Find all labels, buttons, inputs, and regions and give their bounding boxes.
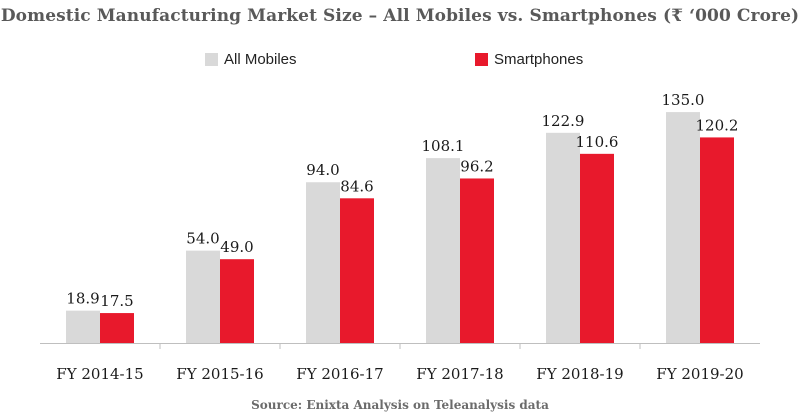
x-tick-label: FY 2017-18 — [416, 365, 503, 383]
bar-smartphones — [100, 313, 134, 343]
bar-all-mobiles — [666, 112, 700, 343]
x-tick-label: FY 2019-20 — [656, 365, 743, 383]
bar-all-mobiles — [186, 250, 220, 343]
source-note: Source: Enixta Analysis on Teleanalysis … — [251, 398, 549, 412]
legend-label-all-mobiles: All Mobiles — [224, 50, 297, 68]
bar-smartphones — [220, 259, 254, 343]
data-label-all-mobiles: 18.9 — [66, 290, 99, 308]
data-label-all-mobiles: 122.9 — [542, 112, 585, 130]
data-label-smartphones: 96.2 — [460, 157, 493, 175]
x-tick-label: FY 2016-17 — [296, 365, 383, 383]
data-label-all-mobiles: 108.1 — [422, 137, 465, 155]
data-label-smartphones: 17.5 — [100, 292, 133, 310]
bar-smartphones — [460, 178, 494, 343]
legend-label-smartphones: Smartphones — [494, 50, 584, 68]
data-label-smartphones: 110.6 — [576, 133, 619, 151]
legend-item-smartphones: Smartphones — [475, 48, 583, 70]
chart-title: Domestic Manufacturing Market Size – All… — [0, 6, 800, 26]
x-tick-label: FY 2018-19 — [536, 365, 623, 383]
x-tick-label: FY 2015-16 — [176, 365, 263, 383]
bar-smartphones — [700, 137, 734, 343]
legend-item-all-mobiles: All Mobiles — [205, 48, 297, 70]
bar-smartphones — [580, 153, 614, 343]
data-label-smartphones: 84.6 — [340, 177, 373, 195]
bar-all-mobiles — [66, 310, 100, 343]
x-tick-label: FY 2014-15 — [56, 365, 143, 383]
data-label-all-mobiles: 54.0 — [186, 230, 219, 248]
data-label-smartphones: 49.0 — [220, 238, 253, 256]
data-label-all-mobiles: 94.0 — [306, 161, 339, 179]
bar-smartphones — [340, 198, 374, 343]
bar-all-mobiles — [426, 158, 460, 343]
data-label-all-mobiles: 135.0 — [662, 91, 705, 109]
legend-swatch-smartphones — [475, 52, 488, 66]
bar-all-mobiles — [546, 132, 580, 343]
data-label-smartphones: 120.2 — [696, 116, 739, 134]
bar-all-mobiles — [306, 182, 340, 343]
legend-swatch-all-mobiles — [205, 52, 218, 66]
